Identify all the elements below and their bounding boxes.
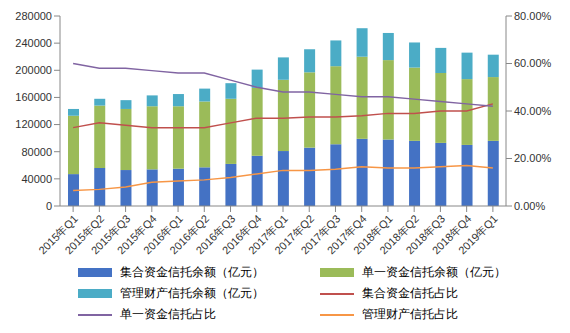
svg-text:280000: 280000 xyxy=(15,10,52,22)
svg-text:2018年Q4: 2018年Q4 xyxy=(429,212,474,257)
svg-text:2015年Q3: 2015年Q3 xyxy=(88,212,133,257)
svg-text:80000: 80000 xyxy=(21,146,52,158)
svg-text:2015年Q2: 2015年Q2 xyxy=(62,212,107,257)
svg-text:2016年Q4: 2016年Q4 xyxy=(219,212,264,257)
svg-text:200000: 200000 xyxy=(15,64,52,76)
svg-text:80.00%: 80.00% xyxy=(514,10,552,22)
svg-text:2016年Q2: 2016年Q2 xyxy=(167,212,212,257)
svg-text:40.00%: 40.00% xyxy=(514,105,552,117)
html-text:管理财产信托占比: 管理财产信托占比 xyxy=(362,307,458,321)
svg-text:0.00%: 0.00% xyxy=(514,200,545,212)
svg-text:2018年Q1: 2018年Q1 xyxy=(350,212,395,257)
svg-text:2017年Q4: 2017年Q4 xyxy=(324,212,369,257)
html-text:集合资金信托占比: 集合资金信托占比 xyxy=(362,286,458,300)
svg-text:2017年Q3: 2017年Q3 xyxy=(298,212,343,257)
svg-text:120000: 120000 xyxy=(15,118,52,130)
svg-text:20.00%: 20.00% xyxy=(514,152,552,164)
svg-text:2017年Q1: 2017年Q1 xyxy=(246,212,290,257)
svg-text:40000: 40000 xyxy=(21,173,52,185)
svg-text:160000: 160000 xyxy=(15,91,52,103)
svg-text:2016年Q1: 2016年Q1 xyxy=(141,212,185,257)
svg-text:0: 0 xyxy=(46,200,52,212)
svg-text:2018年Q2: 2018年Q2 xyxy=(377,212,422,257)
html-text:单一资金信托余额（亿元）: 单一资金信托余额（亿元） xyxy=(362,265,506,279)
svg-text:2019年Q1: 2019年Q1 xyxy=(456,212,500,256)
svg-text:2015年Q1: 2015年Q1 xyxy=(36,212,81,257)
svg-text:2015年Q4: 2015年Q4 xyxy=(114,212,159,257)
html-text:集合资金信托余额（亿元）: 集合资金信托余额（亿元） xyxy=(120,265,264,279)
svg-text:2017年Q2: 2017年Q2 xyxy=(272,212,317,257)
svg-text:2018年Q3: 2018年Q3 xyxy=(403,212,448,257)
svg-text:240000: 240000 xyxy=(15,37,52,49)
html-text:管理财产信托余额（亿元）: 管理财产信托余额（亿元） xyxy=(120,286,264,300)
svg-text:2016年Q3: 2016年Q3 xyxy=(193,212,238,257)
svg-text:60.00%: 60.00% xyxy=(514,57,552,69)
html-text:单一资金信托占比: 单一资金信托占比 xyxy=(120,307,216,321)
